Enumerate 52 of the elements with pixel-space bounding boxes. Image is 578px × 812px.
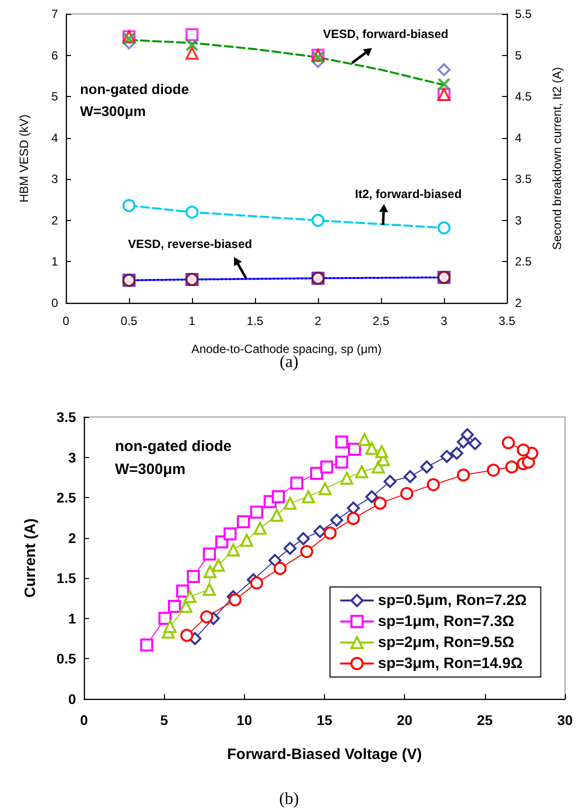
annotation: It2, forward-biased bbox=[355, 187, 462, 201]
y-tick-label: 3 bbox=[51, 172, 58, 186]
y-tick-label: 7 bbox=[51, 7, 58, 21]
y-tick-label: 2 bbox=[68, 530, 76, 546]
annotation: VESD, reverse-biased bbox=[128, 237, 252, 251]
y-tick-label: 2.5 bbox=[56, 490, 76, 506]
annotation: non-gated diode W=300μm bbox=[80, 81, 190, 119]
legend-label: sp=1μm, Ron=7.3Ω bbox=[378, 613, 514, 630]
y-tick-label: 3 bbox=[68, 449, 76, 466]
y2-tick-label: 4.5 bbox=[515, 90, 532, 104]
x-tick-label: 0 bbox=[80, 712, 88, 728]
x-tick-label: 1 bbox=[188, 314, 196, 328]
y-axis-title: Current (A) bbox=[22, 518, 39, 598]
y-tick-label: 1 bbox=[68, 610, 76, 626]
y2-axis-title: Second breakdown current, It2 (A) bbox=[550, 67, 564, 250]
x-tick-label: 2 bbox=[314, 314, 322, 328]
x-tick-label: 1.5 bbox=[246, 314, 264, 328]
x-tick-label: 25 bbox=[477, 712, 493, 728]
x-tick-label: 2.5 bbox=[372, 314, 390, 328]
x-tick-label: 30 bbox=[557, 712, 573, 728]
x-tick-label: 5 bbox=[160, 712, 168, 728]
x-tick-label: 3.5 bbox=[498, 314, 516, 328]
legend-label: sp=3μm, Ron=14.9Ω bbox=[378, 655, 523, 672]
y-tick-label: 3.5 bbox=[56, 409, 76, 425]
y2-tick-label: 5.5 bbox=[515, 7, 532, 21]
y-tick-label: 2 bbox=[51, 213, 58, 228]
y-tick-label: 1.5 bbox=[56, 570, 76, 586]
y-tick-label: 4 bbox=[51, 130, 58, 145]
y2-tick-label: 5 bbox=[515, 48, 522, 62]
x-tick-label: 15 bbox=[316, 712, 332, 728]
y-tick-label: 6 bbox=[51, 48, 58, 62]
y2-tick-label: 2 bbox=[515, 296, 522, 310]
legend-label: sp=2μm, Ron=9.5Ω bbox=[378, 634, 514, 651]
x-tick-label: 3 bbox=[440, 314, 448, 328]
y2-tick-label: 3.5 bbox=[515, 172, 532, 186]
y2-tick-label: 4 bbox=[515, 130, 522, 145]
y-tick-label: 5 bbox=[51, 90, 58, 104]
annotation: VESD, forward-biased bbox=[323, 27, 448, 41]
y-tick-label: 0 bbox=[68, 691, 76, 707]
x-tick-label: 0.5 bbox=[120, 314, 138, 328]
x-tick-label: 20 bbox=[396, 712, 413, 728]
annotation: non-gated diode W=300μm bbox=[115, 438, 232, 478]
y-tick-label: 1 bbox=[51, 254, 58, 269]
y-tick-label: 0.5 bbox=[56, 650, 76, 667]
x-tick-label: 10 bbox=[236, 712, 252, 728]
y2-tick-label: 3 bbox=[515, 213, 522, 228]
legend-label: sp=0.5μm, Ron=7.2Ω bbox=[378, 592, 527, 609]
x-axis-title: Forward-Biased Voltage (V) bbox=[227, 746, 422, 763]
y2-tick-label: 2.5 bbox=[515, 254, 532, 269]
text: (b) bbox=[279, 789, 299, 808]
y-axis-title: HBM VESD (kV) bbox=[17, 114, 31, 203]
y-tick-label: 0 bbox=[51, 296, 58, 310]
